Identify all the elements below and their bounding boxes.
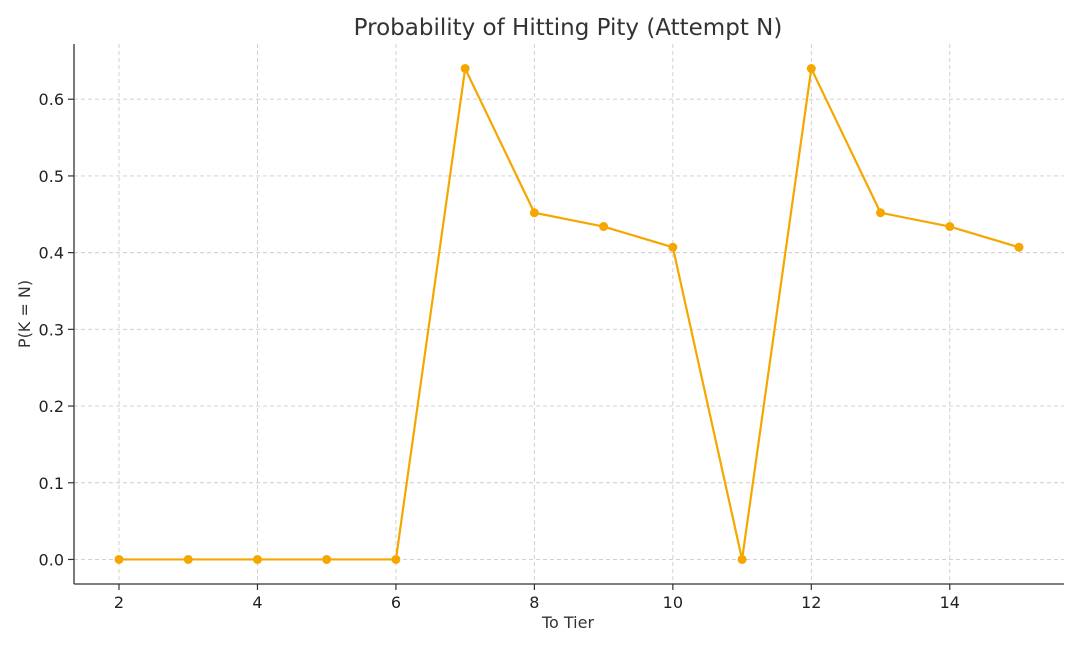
series-line <box>117 67 1021 561</box>
data-point <box>114 554 124 564</box>
data-point <box>668 242 678 252</box>
y-tick-label: 0.0 <box>39 550 64 569</box>
data-point <box>322 554 332 564</box>
y-tick-label: 0.6 <box>39 90 64 109</box>
data-point <box>737 554 747 564</box>
data-point <box>806 64 816 74</box>
data-point <box>252 554 262 564</box>
x-tick-label: 2 <box>114 593 124 612</box>
y-tick-label: 0.1 <box>39 474 64 493</box>
x-tick-label: 10 <box>663 593 683 612</box>
x-tick-label: 14 <box>940 593 960 612</box>
data-point <box>391 554 401 564</box>
x-tick-label: 6 <box>391 593 401 612</box>
chart-title: Probability of Hitting Pity (Attempt N) <box>354 15 783 41</box>
data-point <box>876 208 886 218</box>
data-point <box>1014 242 1024 252</box>
axes <box>73 44 1064 585</box>
y-tick-label: 0.5 <box>39 167 64 186</box>
x-tick-label: 12 <box>801 593 821 612</box>
data-point <box>599 222 609 232</box>
y-tick-label: 0.4 <box>39 244 64 263</box>
x-tick-label: 4 <box>252 593 262 612</box>
data-point <box>529 208 539 218</box>
data-point <box>945 222 955 232</box>
y-tick-label: 0.2 <box>39 397 64 416</box>
y-axis-title: P(K = N) <box>15 280 34 348</box>
series <box>114 64 1024 564</box>
data-point <box>183 554 193 564</box>
grid <box>74 44 1064 584</box>
ticks: 2 4 6 8 10 12 14 0.0 0.1 0.2 0.3 0.4 0.5 0.6 <box>39 90 960 612</box>
data-point <box>460 64 470 74</box>
x-tick-label: 8 <box>529 593 539 612</box>
y-tick-label: 0.3 <box>39 320 64 339</box>
x-axis-title: To Tier <box>541 613 595 632</box>
